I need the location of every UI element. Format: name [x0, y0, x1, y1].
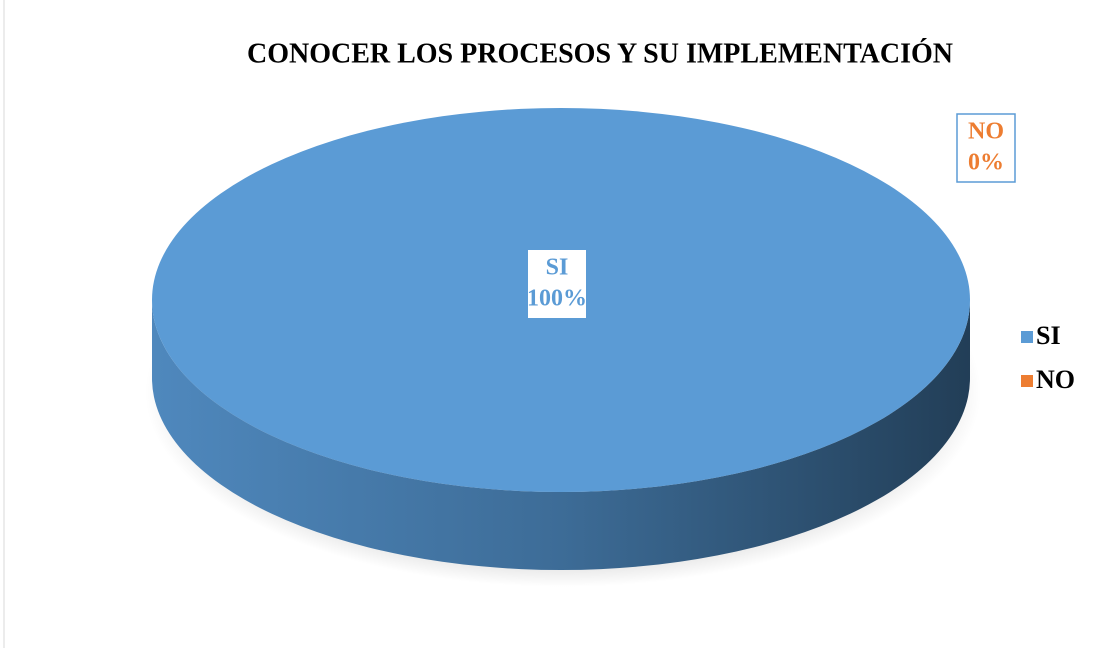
- data-label-box: [528, 250, 586, 318]
- data-label-box: [956, 113, 1016, 183]
- data-label-value: 0%: [968, 150, 1004, 176]
- data-label-category: SI: [546, 255, 569, 281]
- legend-label: SI: [1036, 321, 1061, 350]
- legend-label: NO: [1036, 365, 1075, 394]
- pie-slice-side: [152, 300, 970, 570]
- legend-swatch: [1021, 375, 1033, 387]
- chart-title: CONOCER LOS PROCESOS Y SU IMPLEMENTACIÓN: [247, 38, 953, 69]
- data-label-category: NO: [968, 119, 1004, 145]
- data-label-value: 100%: [527, 286, 587, 312]
- legend-swatch: [1021, 331, 1033, 343]
